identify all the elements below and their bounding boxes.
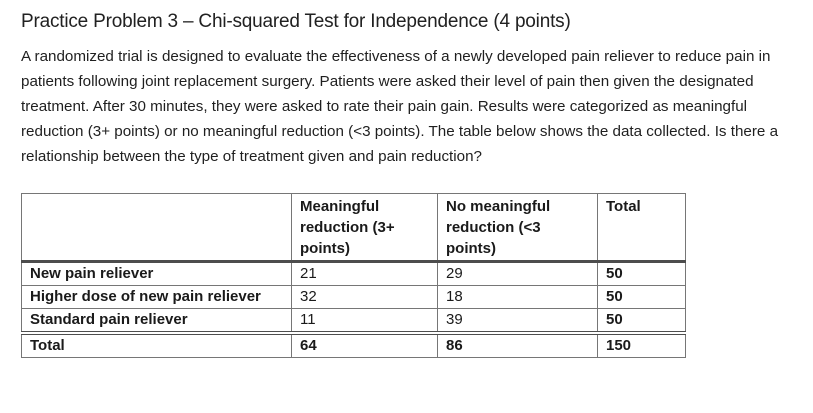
row-label: Higher dose of new pain reliever [21, 285, 292, 309]
totals-cell-meaningful: 64 [291, 331, 438, 358]
header-cell-total: Total [597, 193, 686, 263]
cell-meaningful: 11 [291, 308, 438, 334]
row-label: New pain reliever [21, 261, 292, 286]
cell-row-total: 50 [597, 285, 686, 309]
problem-statement: A randomized trial is designed to evalua… [21, 48, 779, 165]
header-cell-meaningful-reduction: Meaningful reduction (3+ points) [291, 193, 438, 263]
header-cell-empty [21, 193, 292, 263]
contingency-table: Meaningful reduction (3+ points) No mean… [21, 193, 686, 358]
cell-meaningful: 32 [291, 285, 438, 309]
cell-no-meaningful: 39 [437, 308, 598, 334]
cell-no-meaningful: 18 [437, 285, 598, 309]
document-page: Practice Problem 3 – Chi-squared Test fo… [21, 11, 779, 358]
table-row: New pain reliever 21 29 50 [21, 261, 686, 286]
table-row: Standard pain reliever 11 39 50 [21, 308, 686, 334]
table-header-row: Meaningful reduction (3+ points) No mean… [21, 193, 686, 263]
cell-no-meaningful: 29 [437, 261, 598, 286]
cell-meaningful: 21 [291, 261, 438, 286]
cell-row-total: 50 [597, 261, 686, 286]
row-label: Standard pain reliever [21, 308, 292, 334]
table-row: Higher dose of new pain reliever 32 18 5… [21, 285, 686, 309]
table-totals-row: Total 64 86 150 [21, 331, 686, 358]
header-cell-no-meaningful-reduction: No meaningful reduction (<3 points) [437, 193, 598, 263]
cell-row-total: 50 [597, 308, 686, 334]
totals-cell-grand-total: 150 [597, 331, 686, 358]
totals-cell-no-meaningful: 86 [437, 331, 598, 358]
totals-row-label: Total [21, 331, 292, 358]
page-title: Practice Problem 3 – Chi-squared Test fo… [21, 11, 571, 32]
